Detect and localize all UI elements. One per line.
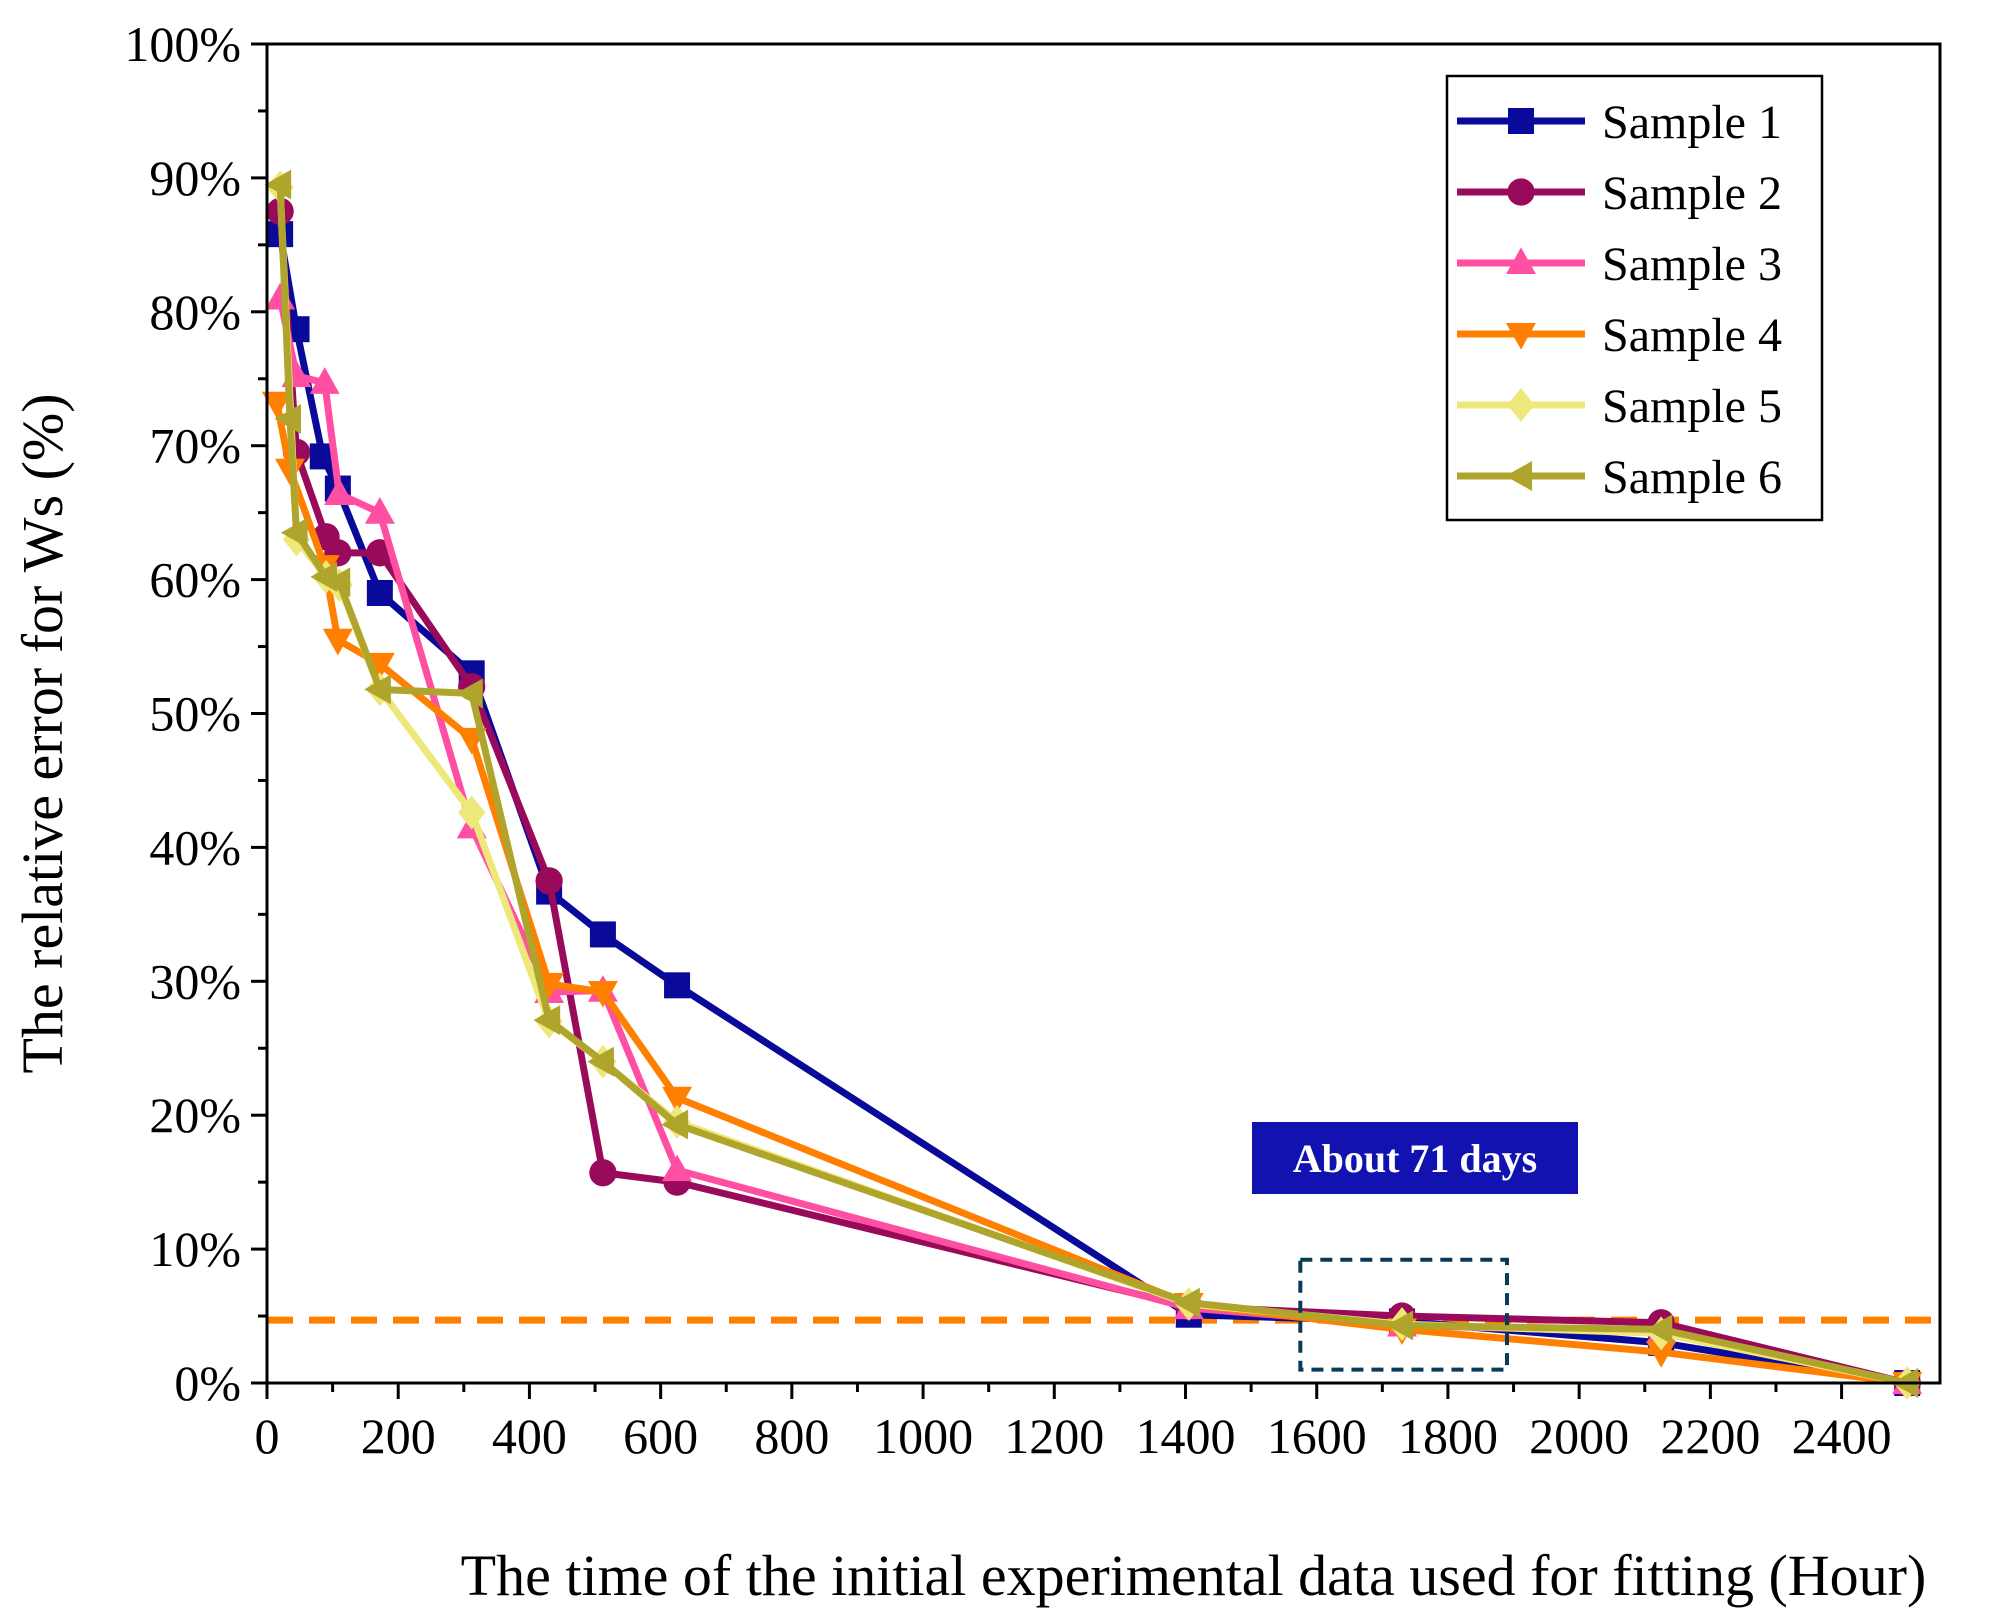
data-point <box>274 403 302 434</box>
y-tick-label: 60% <box>149 552 241 608</box>
legend-item: Sample 5 <box>1457 380 1782 433</box>
legend-marker <box>1507 178 1535 206</box>
legend-marker <box>1507 388 1535 422</box>
y-tick-label: 40% <box>149 819 241 875</box>
x-tick-label: 800 <box>754 1408 829 1464</box>
annotation-label: About 71 days <box>1293 1136 1538 1181</box>
axis-ticks: 0 200 400 600 800 1000 1200 1400 1600 1800 2000 220… <box>124 16 1891 1464</box>
data-point <box>456 678 483 709</box>
data-point <box>1386 1310 1414 1341</box>
x-tick-label: 1400 <box>1136 1408 1236 1464</box>
legend-frame <box>1445 74 1824 522</box>
legend-item: Sample 6 <box>1457 451 1782 504</box>
data-point <box>364 652 395 680</box>
data-point <box>661 1109 689 1140</box>
data-point <box>261 391 292 419</box>
y-tick-label: 50% <box>149 686 241 742</box>
data-point <box>587 980 618 1008</box>
legend-label: Sample 1 <box>1602 96 1782 149</box>
y-tick-label: 30% <box>149 953 241 1009</box>
legend-label: Sample 4 <box>1602 309 1782 362</box>
data-point <box>587 1046 614 1077</box>
series-sample-4 <box>261 391 1923 1399</box>
x-tick-label: 1000 <box>873 1408 973 1464</box>
data-point <box>280 517 308 548</box>
y-tick-label: 0% <box>174 1355 241 1411</box>
data-point <box>324 478 355 505</box>
legend: Sample 1 Sample 2 Sample 3 Sample 4 Sample 5… <box>1445 74 1824 522</box>
legend-marker <box>1505 461 1533 491</box>
y-tick-label: 10% <box>149 1221 241 1277</box>
x-tick-label: 2000 <box>1529 1408 1629 1464</box>
legend-item: Sample 3 <box>1457 238 1782 291</box>
y-tick-label: 80% <box>149 284 241 340</box>
data-point <box>364 674 391 705</box>
data-point <box>366 579 393 606</box>
legend-item: Sample 2 <box>1457 167 1782 220</box>
legend-item: Sample 1 <box>1457 96 1782 149</box>
data-point <box>533 1005 561 1036</box>
legend-marker <box>1506 247 1536 275</box>
y-axis-title: The relative error for Ws (%) <box>10 393 75 1073</box>
x-tick-label: 2200 <box>1660 1408 1760 1464</box>
data-point <box>1646 1341 1677 1368</box>
x-tick-label: 200 <box>361 1408 436 1464</box>
x-tick-label: 400 <box>492 1408 567 1464</box>
legend-marker <box>1506 322 1536 350</box>
data-point <box>264 169 292 200</box>
legend-label: Sample 5 <box>1602 380 1782 433</box>
legend-marker <box>1508 108 1534 134</box>
x-tick-label: 1600 <box>1267 1408 1367 1464</box>
data-point <box>323 567 351 598</box>
x-axis-title: The time of the initial experimental dat… <box>461 1543 1927 1608</box>
x-tick-label: 600 <box>623 1408 698 1464</box>
data-point <box>364 497 395 524</box>
data-point <box>322 628 353 656</box>
data-point <box>1645 1314 1673 1345</box>
annotation-dashed-box <box>1298 1257 1509 1372</box>
series-layer <box>261 169 1923 1400</box>
annotation-label-background <box>1252 1122 1578 1194</box>
x-tick-label: 2400 <box>1792 1408 1892 1464</box>
legend-label: Sample 2 <box>1602 167 1782 220</box>
plot-frame <box>265 42 1942 1385</box>
x-tick-label: 1200 <box>1004 1408 1104 1464</box>
x-tick-label: 1800 <box>1398 1408 1498 1464</box>
annotation-layer: About 71 days <box>1252 1122 1578 1372</box>
legend-label: Sample 3 <box>1602 238 1782 291</box>
data-point <box>535 867 563 895</box>
data-point <box>662 1154 692 1182</box>
y-tick-label: 70% <box>149 418 241 474</box>
y-tick-label: 20% <box>149 1087 241 1143</box>
data-point <box>458 795 486 830</box>
data-point <box>1173 1287 1200 1318</box>
data-point <box>309 367 340 394</box>
data-point <box>662 1086 692 1114</box>
data-point <box>589 1159 617 1187</box>
legend-item: Sample 4 <box>1457 309 1782 362</box>
data-point <box>589 921 616 948</box>
y-tick-label: 90% <box>149 150 241 206</box>
x-tick-label: 0 <box>255 1408 280 1464</box>
y-tick-label: 100% <box>124 16 241 72</box>
data-point <box>664 972 691 999</box>
legend-label: Sample 6 <box>1602 451 1782 504</box>
series-sample-6 <box>264 169 1919 1398</box>
